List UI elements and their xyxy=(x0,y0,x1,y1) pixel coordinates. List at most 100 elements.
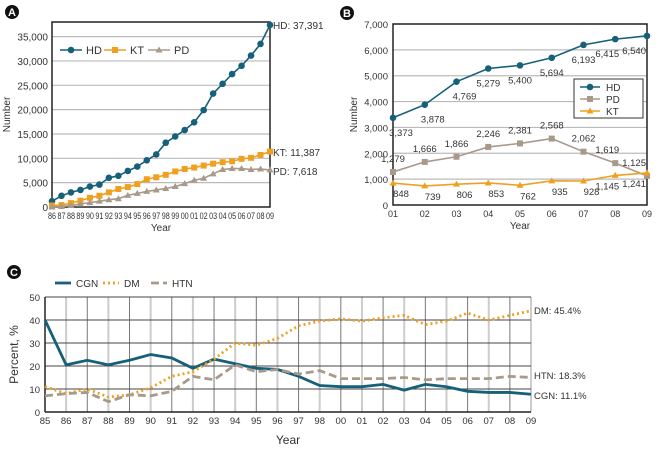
x-tick-label: 05 xyxy=(228,211,236,221)
y-tick-label: 50 xyxy=(29,293,40,304)
end-label: HTN: 18.3% xyxy=(534,371,586,382)
y-tick-label: 40 xyxy=(29,316,40,327)
x-tick-label: 87 xyxy=(57,211,65,221)
data-label: 3,878 xyxy=(421,115,445,126)
data-label: 6,415 xyxy=(595,49,619,60)
legend-label: KT xyxy=(606,107,619,118)
x-tick-label: 91 xyxy=(95,211,103,221)
data-point-pd xyxy=(57,203,65,210)
legend-label: HD xyxy=(86,45,102,57)
legend-marker xyxy=(112,47,118,53)
x-tick-label: 05 xyxy=(515,209,525,219)
data-point-pd xyxy=(266,166,274,173)
x-tick-label: 04 xyxy=(420,416,431,427)
data-point-kt xyxy=(172,168,179,175)
panel-label-c-circle xyxy=(7,265,21,279)
panel-label-b: B xyxy=(343,8,351,20)
data-point-kt xyxy=(453,180,460,187)
data-point-pd xyxy=(143,187,151,194)
legend-label: KT xyxy=(130,45,144,57)
series-line-cgn xyxy=(43,319,532,396)
x-tick-label: 92 xyxy=(188,416,199,427)
x-tick-label: 09 xyxy=(526,416,537,427)
data-point-hd xyxy=(238,62,245,70)
x-axis-label: Year xyxy=(151,223,172,234)
data-point-hd xyxy=(548,54,556,62)
y-tick-label: 5,000 xyxy=(23,179,48,190)
panel-label-c: C xyxy=(10,267,18,279)
data-label: 935 xyxy=(552,187,568,198)
x-tick-label: 88 xyxy=(103,416,114,427)
x-tick-label: 01 xyxy=(357,416,368,427)
series-line-dm xyxy=(44,309,532,399)
data-point-pd xyxy=(124,191,132,198)
y-axis-label: Percent, % xyxy=(7,325,21,384)
data-label: 2,568 xyxy=(540,121,564,132)
data-point-kt xyxy=(191,164,198,171)
end-label: CGN: 11.1% xyxy=(534,391,587,402)
y-tick-label: 0 xyxy=(42,203,48,214)
end-label: HD: 37,391 xyxy=(273,21,324,32)
x-tick-label: 96 xyxy=(143,211,151,221)
data-label: 928 xyxy=(584,187,600,198)
data-point-hd xyxy=(200,106,207,114)
data-point-pd xyxy=(152,186,160,193)
data-point-hd xyxy=(181,126,188,134)
x-tick-label: 86 xyxy=(61,416,72,427)
data-point-hd xyxy=(228,70,236,78)
x-tick-label: 08 xyxy=(610,209,620,219)
legend-marker xyxy=(67,46,75,54)
data-point-pd xyxy=(95,197,103,204)
data-point-kt xyxy=(580,177,587,184)
x-tick-label: 98 xyxy=(314,416,325,427)
data-point-pd xyxy=(517,140,523,147)
data-point-pd xyxy=(114,195,122,202)
y-axis-label: Number xyxy=(349,96,360,132)
x-tick-label: 96 xyxy=(272,416,283,427)
x-tick-label: 99 xyxy=(171,211,179,221)
data-label: 853 xyxy=(488,189,504,200)
y-tick-label: 7,000 xyxy=(364,20,388,31)
panel-label-a-circle xyxy=(5,5,19,19)
data-label: 1,145 xyxy=(595,181,619,192)
x-tick-label: 95 xyxy=(251,416,262,427)
data-point-kt xyxy=(548,177,556,184)
data-point-pd xyxy=(67,202,75,209)
panel-label-b-circle xyxy=(340,6,354,20)
data-point-hd xyxy=(162,139,170,147)
y-tick-label: 30,000 xyxy=(17,57,48,68)
x-tick-label: 09 xyxy=(266,211,274,221)
y-axis-label: Number xyxy=(2,96,13,132)
data-point-hd xyxy=(152,151,160,158)
y-tick-label: 35,000 xyxy=(17,33,48,44)
data-label: 806 xyxy=(457,190,473,201)
data-point-hd xyxy=(124,167,132,175)
x-tick-label: 95 xyxy=(133,211,141,221)
x-tick-label: 97 xyxy=(293,416,304,427)
x-tick-label: 00 xyxy=(336,416,347,427)
data-point-kt xyxy=(210,160,217,167)
data-point-kt xyxy=(643,169,651,176)
data-point-pd xyxy=(105,196,113,203)
data-point-hd xyxy=(67,189,75,196)
x-tick-label: 93 xyxy=(114,211,122,221)
data-label: 3,373 xyxy=(389,128,413,139)
legend-label: HTN xyxy=(172,279,193,290)
data-point-pd xyxy=(548,135,555,142)
end-label: KT: 11,387 xyxy=(273,148,321,159)
data-label: 5,694 xyxy=(540,68,564,79)
data-point-pd xyxy=(644,172,650,179)
x-tick-label: 09 xyxy=(642,209,652,219)
legend-label: DM xyxy=(124,279,140,290)
x-tick-label: 02 xyxy=(200,211,208,221)
data-point-kt xyxy=(238,155,245,162)
data-point-hd xyxy=(115,172,122,180)
y-tick-label: 2,000 xyxy=(364,149,388,160)
x-tick-label: 03 xyxy=(399,416,410,427)
data-point-kt xyxy=(181,166,188,173)
x-tick-label: 03 xyxy=(209,211,217,221)
data-point-pd xyxy=(247,166,255,173)
data-point-kt xyxy=(200,162,207,169)
x-tick-label: 04 xyxy=(483,209,493,219)
